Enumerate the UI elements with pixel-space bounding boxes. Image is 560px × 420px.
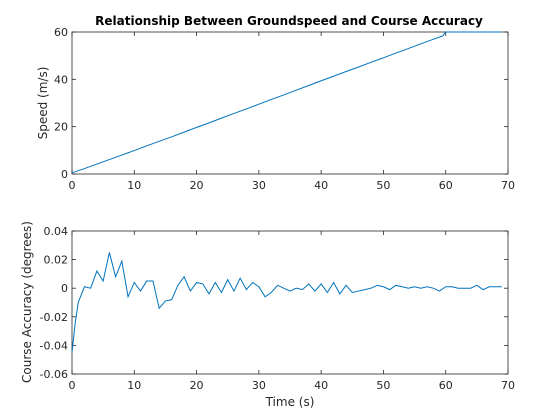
top-x-tick-label: 40	[314, 179, 328, 192]
course-accuracy-chart-y-axis-label: Course Accuracy (degrees)	[20, 221, 34, 383]
speed-chart-y-ticks: 0 20 40 60	[54, 26, 508, 181]
top-y-tick-label: 60	[54, 26, 68, 39]
top-x-tick-label: 50	[376, 179, 390, 192]
bottom-y-tick-label: -0.04	[40, 339, 68, 352]
bottom-y-tick-label: -0.02	[40, 311, 68, 324]
bottom-y-tick-label: 0	[61, 282, 68, 295]
speed-chart-plot-box	[71, 31, 509, 175]
bottom-x-tick-label: 10	[127, 379, 141, 392]
bottom-series-line	[71, 252, 502, 353]
speed-chart: Relationship Between Groundspeed and Cou…	[36, 14, 515, 192]
bottom-x-tick-label: 40	[314, 379, 328, 392]
top-y-tick-label: 40	[54, 73, 68, 86]
course-accuracy-chart-series	[71, 252, 502, 353]
course-accuracy-chart: 0 10 20 30 40 50 60 70 -0.06 -0.04 -0.02 0 0.02 0.04…	[20, 221, 515, 409]
top-x-tick-label: 30	[252, 179, 266, 192]
speed-chart-series	[71, 31, 502, 174]
top-y-tick-label: 20	[54, 121, 68, 134]
bottom-x-tick-label: 60	[439, 379, 453, 392]
bottom-x-tick-label: 0	[69, 379, 76, 392]
bottom-x-tick-label: 70	[501, 379, 515, 392]
speed-chart-x-ticks: 0 10 20 30 40 50 60 70	[69, 32, 515, 192]
course-accuracy-chart-plot-box	[71, 230, 509, 375]
course-accuracy-chart-x-axis-label: Time (s)	[265, 395, 315, 409]
bottom-y-tick-label: -0.06	[40, 368, 68, 381]
top-x-tick-label: 70	[501, 179, 515, 192]
top-y-tick-label: 0	[61, 168, 68, 181]
top-series-line	[71, 31, 502, 174]
bottom-y-tick-label: 0.02	[44, 254, 69, 267]
chart-title: Relationship Between Groundspeed and Cou…	[95, 14, 483, 28]
top-x-tick-label: 10	[127, 179, 141, 192]
course-accuracy-chart-x-ticks: 0 10 20 30 40 50 60 70	[69, 231, 515, 392]
bottom-x-tick-label: 30	[252, 379, 266, 392]
speed-chart-y-axis-label: Speed (m/s)	[36, 67, 50, 140]
course-accuracy-chart-y-ticks: -0.06 -0.04 -0.02 0 0.02 0.04	[40, 225, 508, 381]
top-x-tick-label: 60	[439, 179, 453, 192]
bottom-x-tick-label: 20	[190, 379, 204, 392]
bottom-y-tick-label: 0.04	[44, 225, 69, 238]
top-x-tick-label: 0	[69, 179, 76, 192]
bottom-x-tick-label: 50	[376, 379, 390, 392]
top-x-tick-label: 20	[190, 179, 204, 192]
